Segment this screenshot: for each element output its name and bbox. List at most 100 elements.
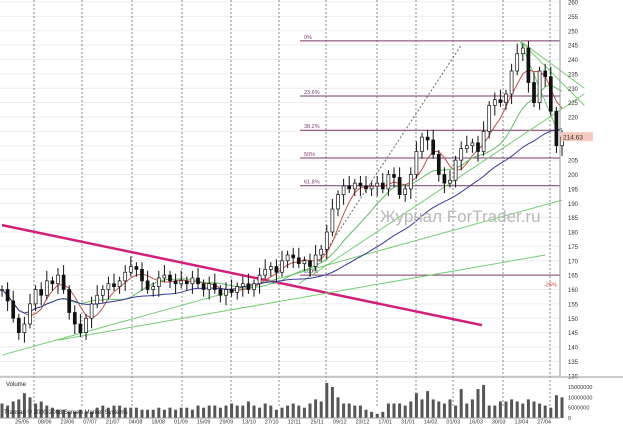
volume-bar [50, 407, 54, 418]
fib-level-label: 38.2% [304, 124, 320, 130]
x-tick-label: 27/04 [537, 420, 551, 424]
volume-bar [375, 413, 379, 418]
candle-body [324, 231, 329, 250]
volume-bar [498, 401, 502, 418]
candle-body [280, 260, 284, 273]
candle-body [526, 47, 531, 83]
candle-body [224, 289, 228, 296]
candle-body [380, 182, 385, 190]
volume-bar [78, 409, 82, 418]
fib-level-label: 23.6% [304, 90, 320, 96]
candle-body [532, 82, 536, 103]
candle-body [369, 185, 374, 190]
volume-bar [168, 407, 172, 418]
volume-bar [510, 399, 514, 418]
volume-bar [95, 407, 99, 418]
candle-body [364, 185, 368, 190]
volume-bar [185, 407, 189, 418]
x-tick-label: 17/01 [378, 420, 392, 424]
volume-bar [358, 405, 362, 418]
y-tick-label: 195 [568, 187, 579, 193]
volume-tick-label: 15000000 [568, 385, 592, 391]
candle-body [184, 280, 189, 285]
y-tick-label: 200 [568, 173, 579, 179]
candle-body [268, 266, 273, 270]
candle-body [5, 289, 10, 302]
volume-bar [442, 403, 446, 418]
candle-body [420, 136, 424, 152]
candle-body [123, 271, 128, 282]
volume-bar [84, 411, 88, 418]
candle-body [336, 194, 340, 210]
volume-bar [6, 405, 10, 418]
x-tick-label: 23/06 [61, 420, 75, 424]
volume-bar [381, 411, 385, 418]
candle-body [341, 185, 346, 195]
trendlines [1, 40, 585, 356]
volume-tick-label: 5000000 [568, 406, 589, 412]
volume-bar [286, 405, 290, 418]
volume-bar [56, 409, 60, 418]
candle-body [140, 269, 144, 282]
moving-average-line [1, 128, 563, 314]
candle-body [448, 179, 452, 184]
candle-body [78, 323, 83, 333]
trendline-dotted-channel [309, 44, 462, 276]
volume-bar [101, 405, 105, 418]
candle-body [145, 280, 150, 290]
volume-bar [526, 399, 530, 418]
candle-body [162, 274, 167, 279]
candle-body [196, 277, 200, 285]
candle-body [179, 280, 184, 285]
trendline-green-fan-1 [519, 40, 585, 106]
candle-body [408, 174, 413, 190]
volume-bar [129, 407, 133, 418]
candle-body [358, 182, 363, 187]
volume-bar [420, 399, 424, 418]
candle-body [190, 277, 195, 285]
y-tick-label: 205 [568, 159, 579, 165]
volume-panel: 15000000 10000000 5000000 0 [0, 376, 623, 422]
candle-body [257, 274, 262, 285]
volume-bar [454, 405, 458, 418]
candle-body [470, 142, 475, 147]
volume-bar [448, 399, 452, 418]
candle-body [100, 289, 105, 296]
x-tick-label: 13/04 [515, 420, 529, 424]
volume-bar [11, 401, 15, 418]
volume-bar [409, 401, 413, 418]
y-axis: 1301351401451501551601651701751801851901… [559, 0, 593, 380]
candle-body [543, 70, 548, 78]
volume-bar [22, 393, 26, 418]
candle-body [44, 280, 49, 296]
candle-body [386, 174, 391, 190]
candle-body [520, 47, 525, 55]
candle-body [263, 269, 268, 276]
x-tick-label: 25/05 [15, 420, 29, 424]
x-tick-label: 07/07 [83, 420, 97, 424]
volume-bar [398, 403, 402, 418]
candle-body [95, 294, 100, 305]
candle-body [173, 280, 178, 285]
y-tick-label: 225 [568, 101, 579, 107]
y-tick-label: 245 [568, 44, 579, 50]
x-tick-label: 13/10 [242, 420, 256, 424]
moving-averages [1, 69, 563, 319]
candle-body [498, 99, 503, 103]
candle-body [403, 188, 408, 195]
volume-bar [269, 405, 273, 418]
candle-body [414, 151, 419, 175]
volume-bar [465, 403, 469, 418]
candle-body [554, 110, 559, 147]
candle-body [313, 254, 318, 267]
volume-bar [213, 405, 217, 418]
x-tick-label: 14/02 [424, 420, 438, 424]
candle-body [84, 317, 88, 333]
candle-body [128, 266, 133, 273]
x-tick-label: 01/03 [446, 420, 460, 424]
candle-body [240, 283, 245, 287]
fib-level-label: 50% [304, 152, 315, 158]
last-price-marker [561, 132, 593, 142]
candle-body [504, 93, 508, 103]
y-tick-label: 165 [568, 274, 579, 280]
